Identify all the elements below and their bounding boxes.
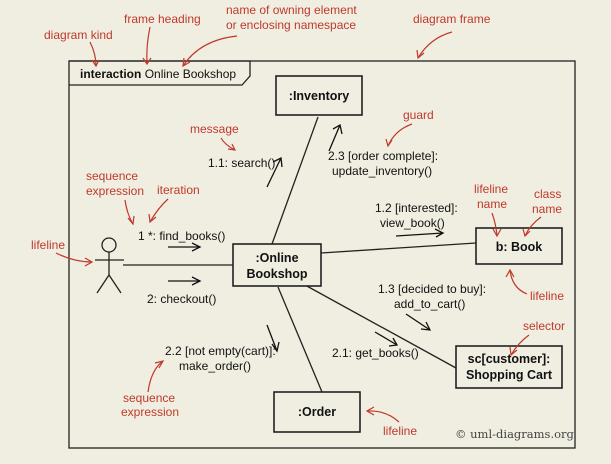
note-owning-element-1: name of owning element	[226, 3, 357, 17]
msg-view-book: view_book()	[380, 216, 445, 230]
msg-make-order-guard: 2.2 [not empty(cart)]:	[165, 344, 276, 358]
arrow-make-order	[266, 324, 278, 352]
msg-get-books: 2.1: get_books()	[332, 346, 419, 360]
lifeline-bookshop-label-1: :Online	[255, 251, 298, 265]
msg-add-to-cart: add_to_cart()	[394, 297, 465, 311]
note-class-name-2: name	[532, 202, 562, 216]
link-bookshop-cart	[304, 284, 457, 369]
msg-checkout: 2: checkout()	[147, 292, 216, 306]
note-seq-expr2-2: expression	[121, 405, 179, 419]
frame-heading: interaction Online Bookshop	[80, 67, 236, 81]
actor-figure	[95, 237, 124, 294]
note-iteration: iteration	[157, 183, 200, 197]
note-seq-expr-1: sequence	[86, 169, 138, 183]
lifeline-bookshop-box	[232, 243, 322, 287]
note-seq-expr2-1: sequence	[123, 391, 175, 405]
arrow-update-inventory	[328, 124, 341, 152]
msg-update-inventory-guard: 2.3 [order complete]:	[328, 149, 438, 163]
msg-make-order: make_order()	[179, 359, 251, 373]
arrow-add-to-cart	[405, 313, 431, 331]
lifeline-inventory-label: :Inventory	[289, 89, 349, 103]
note-lifeline-name-2: name	[477, 197, 507, 211]
lifeline-cart-label-2: Shopping Cart	[466, 368, 553, 382]
note-lifeline-order: lifeline	[383, 424, 417, 438]
arrow-view-book	[395, 232, 444, 237]
lifeline-cart-label-1: sc[customer]:	[468, 352, 551, 366]
lifeline-cart-box	[455, 345, 563, 389]
annotations: diagram kind frame heading name of ownin…	[31, 3, 565, 438]
lifeline-bookshop-label-2: Bookshop	[246, 267, 307, 281]
link-bookshop-book	[320, 242, 477, 254]
message-arrows	[168, 123, 445, 353]
msg-add-to-cart-guard: 1.3 [decided to buy]:	[378, 282, 486, 296]
note-class-name-1: class	[534, 187, 561, 201]
link-bookshop-order	[277, 286, 323, 393]
note-frame-heading: frame heading	[124, 12, 201, 26]
arrow-get-books	[374, 331, 398, 346]
msg-view-book-guard: 1.2 [interested]:	[375, 201, 458, 215]
lifeline-order-box	[273, 391, 361, 433]
msg-update-inventory: update_inventory()	[332, 164, 432, 178]
msg-find-books: 1 *: find_books()	[138, 229, 225, 243]
note-diagram-kind: diagram kind	[44, 28, 113, 42]
note-lifeline-actor: lifeline	[31, 238, 65, 252]
frame-heading-tab	[69, 60, 251, 86]
note-seq-expr-2: expression	[86, 184, 144, 198]
lifeline-inventory-box	[275, 75, 363, 116]
lifeline-order-label: :Order	[298, 405, 336, 419]
note-lifeline-book: lifeline	[530, 289, 564, 303]
note-message: message	[190, 122, 239, 136]
msg-search: 1.1: search()	[208, 156, 275, 170]
watermark: © uml-diagrams.org	[455, 427, 575, 441]
link-bookshop-inventory	[271, 116, 319, 245]
note-guard: guard	[403, 108, 434, 122]
note-selector: selector	[523, 319, 565, 333]
lifeline-book-box	[475, 227, 563, 265]
note-diagram-frame: diagram frame	[413, 12, 491, 26]
note-owning-element-2: or enclosing namespace	[226, 18, 356, 32]
note-lifeline-name-1: lifeline	[474, 182, 508, 196]
lifeline-book-label: b: Book	[496, 240, 543, 254]
arrow-search	[266, 157, 282, 188]
diagram-frame	[68, 60, 576, 449]
